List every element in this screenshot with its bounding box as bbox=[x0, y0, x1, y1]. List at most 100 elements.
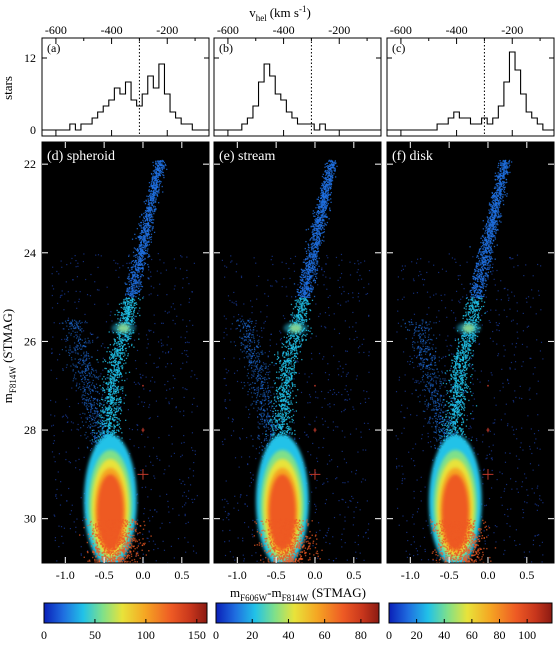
cmd-panel: (f) disk -1.0 -0.5 0.0 0.5 bbox=[386, 141, 555, 582]
histogram-steps bbox=[387, 51, 554, 131]
histogram-bar bbox=[487, 124, 493, 130]
colorbar: 0 50 100 150 bbox=[41, 602, 208, 642]
top-axis-tick-label: -200 bbox=[501, 23, 523, 37]
colorbar-tick-label: 40 bbox=[438, 628, 450, 642]
histogram-bar bbox=[275, 94, 281, 130]
histogram-bar bbox=[131, 100, 137, 130]
histogram-bar bbox=[109, 100, 115, 130]
top-axis-tick-label: -400 bbox=[101, 23, 123, 37]
cmd-density bbox=[50, 159, 198, 563]
histogram-bar bbox=[504, 82, 510, 130]
hist-y-tick-label: 12 bbox=[24, 51, 36, 65]
cmd-panel-label: (d) spheroid bbox=[47, 149, 115, 164]
cmd-y-label-post: (STMAG) bbox=[0, 309, 15, 366]
cmd-panel-label: (e) stream bbox=[219, 149, 275, 164]
histogram-bar bbox=[286, 112, 292, 130]
histogram-bar bbox=[176, 118, 182, 130]
colorbar-gradient bbox=[215, 602, 380, 624]
histogram-bar bbox=[459, 118, 465, 130]
cmd-x-tick-label: -1.0 bbox=[56, 568, 75, 582]
top-axis-tick-label: -400 bbox=[273, 23, 295, 37]
histogram-panel: -600 -400 -200 (b) bbox=[213, 23, 382, 137]
colorbar: 0 20 40 60 80 bbox=[213, 602, 380, 642]
histogram-bar bbox=[454, 112, 460, 130]
cmd-panel-label: (f) disk bbox=[392, 149, 433, 164]
histogram-bar bbox=[92, 118, 98, 130]
cmd-frame bbox=[213, 141, 382, 564]
cmd-x-tick-label: -0.5 bbox=[267, 568, 286, 582]
histogram-bar bbox=[270, 76, 276, 130]
top-axis-tick-label: -600 bbox=[390, 23, 412, 37]
histogram-bar bbox=[81, 124, 87, 130]
histogram-bar bbox=[292, 118, 298, 130]
colorbar: 0 20 40 60 80 100 bbox=[386, 602, 553, 642]
colorbar-tick-label: 100 bbox=[518, 628, 536, 642]
histogram-panel-label: (b) bbox=[219, 41, 233, 55]
cmd-y-tick-label: 22 bbox=[24, 157, 36, 171]
histogram-bar bbox=[187, 124, 193, 130]
histogram-steps bbox=[42, 63, 209, 131]
colorbar-gradient bbox=[43, 602, 208, 624]
cmd-x-tick-label: 0.5 bbox=[519, 568, 534, 582]
cmd-y-tick-label: 24 bbox=[24, 246, 36, 260]
histogram-steps bbox=[214, 63, 381, 131]
histogram-bar bbox=[443, 124, 449, 130]
cmd-x-tick-label: -0.5 bbox=[95, 568, 114, 582]
colorbar-tick-label: 60 bbox=[466, 628, 478, 642]
histogram-bar bbox=[521, 94, 527, 130]
histogram-panel-label: (c) bbox=[392, 41, 405, 55]
histogram-bar bbox=[476, 124, 482, 130]
histogram-bar bbox=[181, 124, 187, 130]
histogram-bar bbox=[253, 106, 259, 130]
histogram-bar bbox=[126, 82, 132, 130]
histogram-bar bbox=[170, 112, 176, 130]
top-axis-label-sup: -1 bbox=[299, 4, 307, 14]
histogram-bar bbox=[153, 88, 159, 130]
histogram-bar bbox=[498, 106, 504, 130]
colorbar-tick-label: 0 bbox=[386, 628, 392, 642]
cmd-density bbox=[395, 159, 544, 563]
histogram-bar bbox=[303, 124, 309, 130]
histogram-bar bbox=[537, 124, 543, 130]
colorbar-tick-label: 150 bbox=[188, 628, 206, 642]
top-axis-label-sub: hel bbox=[256, 13, 267, 23]
cmd-panel: (e) stream -1.0 -0.5 0.0 0.5 bbox=[213, 141, 382, 582]
hist-y-label: stars bbox=[0, 76, 15, 100]
histogram-bar bbox=[242, 124, 248, 130]
histogram-bar bbox=[471, 124, 477, 130]
cmd-x-tick-label: 0.5 bbox=[346, 568, 361, 582]
cmd-density bbox=[221, 159, 371, 563]
colorbar-gradient bbox=[388, 602, 553, 624]
cmd-frame bbox=[386, 141, 555, 564]
histogram-bar bbox=[509, 52, 515, 130]
top-axis-label: vhel (km s-1) bbox=[249, 4, 311, 23]
histogram-bar bbox=[120, 94, 126, 130]
histogram-bar bbox=[448, 118, 454, 130]
cmd-x-tick-label: 0.0 bbox=[135, 568, 150, 582]
cmd-x-tick-label: -1.0 bbox=[401, 568, 420, 582]
histogram-bar bbox=[98, 112, 104, 130]
cmd-y-label-main: m bbox=[0, 393, 15, 403]
cmd-y-tick-label: 26 bbox=[24, 334, 36, 348]
top-axis-tick-label: -600 bbox=[217, 23, 239, 37]
histogram-bar bbox=[264, 64, 270, 130]
cmd-frame bbox=[41, 141, 210, 564]
cmd-x-label-sub1: F606W bbox=[240, 593, 268, 603]
colorbar-tick-label: 60 bbox=[319, 628, 331, 642]
top-axis-tick-label: -200 bbox=[156, 23, 178, 37]
histogram-bar bbox=[515, 70, 521, 130]
top-axis-label-main: v bbox=[249, 5, 256, 20]
cmd-y-tick-label: 30 bbox=[24, 512, 36, 526]
colorbar-tick-label: 40 bbox=[282, 628, 294, 642]
histogram-bar bbox=[164, 94, 170, 130]
top-axis-label-close: ) bbox=[306, 5, 310, 20]
histogram-bar bbox=[281, 100, 287, 130]
histogram-bar bbox=[114, 88, 120, 130]
cmd-y-label-sub: F814W bbox=[8, 366, 18, 394]
colorbar-tick-label: 100 bbox=[137, 628, 155, 642]
histogram-bar bbox=[70, 124, 76, 130]
colorbar-tick-label: 20 bbox=[411, 628, 423, 642]
top-axis-label-unit: (km s bbox=[270, 5, 299, 20]
cmd-x-label-post: (STMAG) bbox=[309, 585, 366, 600]
histogram-bar bbox=[247, 118, 253, 130]
